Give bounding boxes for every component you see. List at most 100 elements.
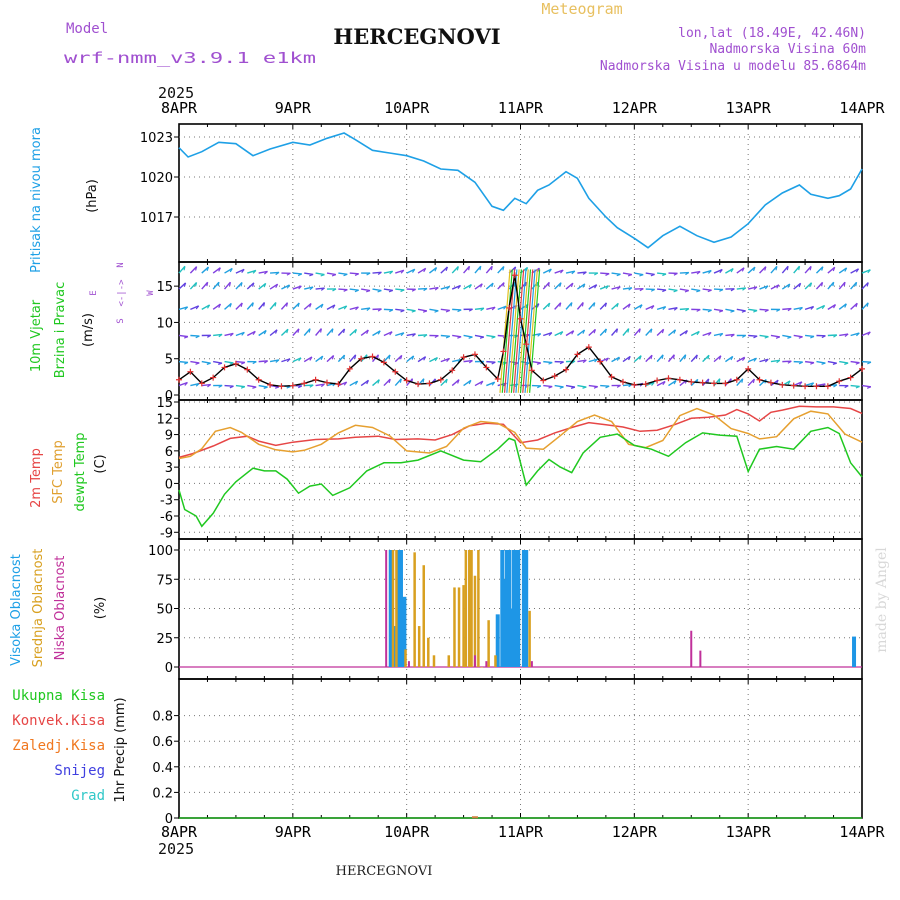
wind-arrow (292, 302, 300, 310)
wind-arrow (668, 380, 677, 387)
wind-arrow (394, 378, 402, 387)
wind-arrow (542, 302, 551, 310)
wind-speed-point (619, 378, 626, 385)
wind-arrow-head (264, 270, 268, 275)
wind-arrow (543, 332, 553, 337)
wind-arrow-head (707, 289, 712, 293)
wind-arrow (178, 282, 187, 290)
wind-arrow-head (810, 335, 815, 339)
wind-arrow (816, 383, 826, 387)
cloud-bar (462, 585, 465, 667)
wind-ylabel: 10m Vjetar (29, 299, 44, 372)
wind-arrow-head (685, 308, 690, 312)
wind-arrow-head (297, 328, 300, 333)
wind-arrow (258, 384, 268, 388)
wind-arrow-head (708, 332, 712, 336)
wind-speed-point (597, 358, 604, 365)
wind-arrow-head (218, 333, 223, 338)
wind-arrow-head (229, 303, 232, 308)
wind-arrow-head (730, 334, 735, 338)
cloud-bar (513, 550, 518, 667)
wind-arrow (349, 328, 357, 337)
wind-arrow (668, 329, 676, 337)
wind-arrow (622, 355, 631, 363)
wind-arrow-head (468, 266, 471, 271)
wind-arrow (702, 354, 710, 363)
top-x-tick-label: 12APR (612, 99, 658, 117)
wind-arrow-head (809, 266, 812, 271)
wind-arrow (281, 358, 291, 363)
temperature-series-0 (178, 405, 863, 459)
wind-arrow-head (753, 310, 758, 313)
wind-arrow-head (252, 270, 257, 274)
wind-arrow-head (184, 361, 189, 365)
wind-arrow (451, 266, 459, 274)
wind-arrow-head (468, 284, 472, 289)
wind-arrow-head (377, 379, 380, 384)
wind-arrow (657, 288, 667, 291)
wind-arrow-head (662, 306, 667, 310)
wind-arrow (269, 359, 280, 363)
wind-arrow-head (343, 381, 348, 386)
cloud-bar (464, 550, 468, 667)
wind-arrow (577, 384, 587, 388)
wind-arrow-head (718, 355, 722, 360)
wind-arrow-head (536, 282, 539, 287)
wind-speed-point (369, 353, 376, 360)
wind-arrow-head (833, 334, 838, 338)
wind-arrow-head (616, 273, 621, 277)
wind-arrow-head (582, 359, 587, 364)
wind-arrow-head (195, 305, 200, 310)
wind-arrow (269, 329, 278, 337)
temperature-ytick-label: 0 (165, 477, 173, 492)
wind-speed-point (176, 376, 182, 383)
wind-arrow (349, 380, 358, 387)
low-cloud-ylabel: Niska Oblacnost (53, 556, 68, 661)
wind-arrow-head (639, 304, 643, 309)
wind-arrow-head (445, 335, 451, 339)
wind-arrow (213, 333, 223, 337)
wind-arrow (588, 302, 596, 310)
wind-streak (513, 269, 525, 393)
wind-arrow (827, 266, 836, 274)
wind-arrow (759, 285, 769, 290)
wind-streak (519, 269, 532, 393)
wind-arrow-head (707, 309, 712, 313)
wind-arrow-head (366, 329, 369, 334)
wind-arrow-head (503, 305, 507, 310)
wind-arrow-head (548, 268, 552, 273)
wind-arrow (451, 379, 460, 387)
wind-arrow-head (799, 307, 803, 311)
wind-arrow (633, 304, 643, 310)
wind-arrow-head (343, 305, 348, 310)
wind-arrow-head (753, 357, 757, 362)
wind-arrow-head (833, 384, 838, 388)
wind-arrow-head (843, 282, 846, 287)
wind-arrow-head (252, 386, 257, 389)
wind-arrow-head (229, 332, 234, 337)
high-cloud-ylabel: Visoka Oblacnost (9, 554, 24, 666)
wind-arrow-head (445, 309, 450, 313)
wind-arrow (338, 272, 348, 276)
pressure-ytick-label: 1023 (140, 131, 173, 146)
wind-arrow (395, 332, 405, 337)
wind-arrow (691, 270, 701, 274)
wind-arrow (258, 360, 268, 363)
wind-speed-point (688, 378, 695, 385)
wind-speed-point (722, 380, 729, 387)
temperature-ytick-label: 9 (165, 429, 173, 444)
wind-arrow-head (799, 381, 803, 386)
wind-streak (499, 269, 511, 393)
wind-arrow-head (844, 385, 849, 389)
wind-arrow-head (787, 283, 791, 288)
wind-arrow (611, 286, 621, 290)
wind-speed-point (824, 383, 831, 390)
wind-arrow (759, 334, 769, 338)
wind-arrow (292, 357, 302, 363)
wind-arrow (793, 381, 803, 387)
wind-arrow-head (194, 266, 198, 271)
wind-arrow-head (753, 335, 758, 339)
wind-arrow-head (638, 328, 641, 333)
wind-arrow (315, 287, 325, 290)
wind-unit: (m/s) (81, 313, 96, 347)
